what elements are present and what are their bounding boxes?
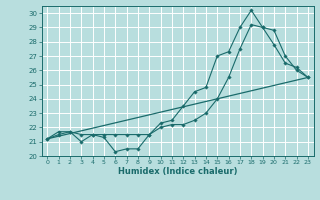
X-axis label: Humidex (Indice chaleur): Humidex (Indice chaleur) xyxy=(118,167,237,176)
